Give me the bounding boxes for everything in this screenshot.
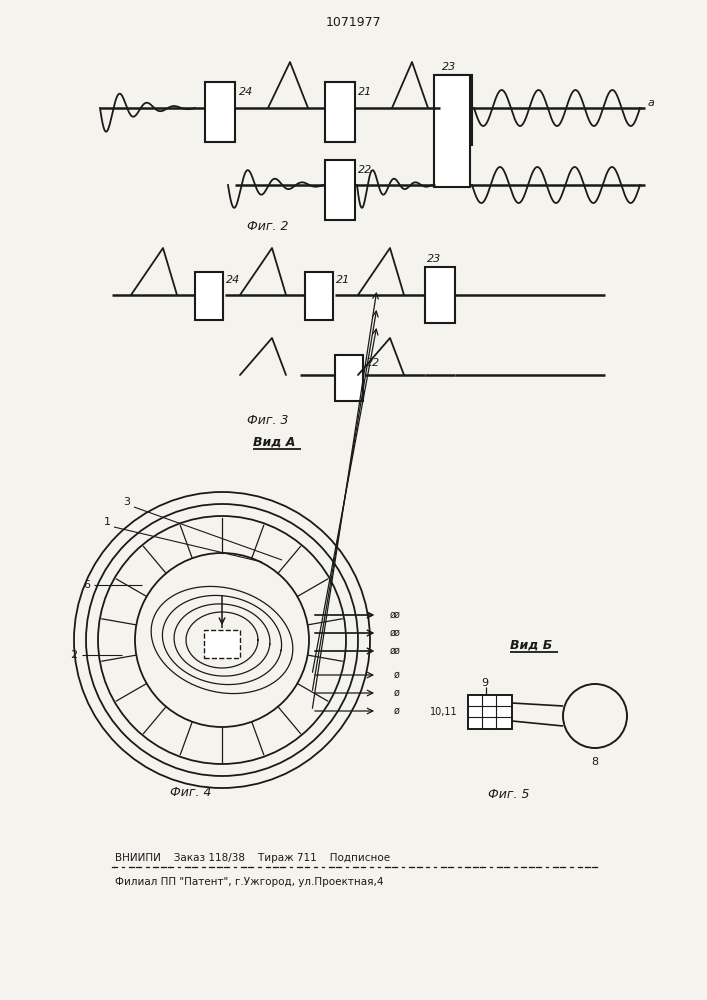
Text: ВНИИПИ    Заказ 118/38    Тираж 711    Подписное: ВНИИПИ Заказ 118/38 Тираж 711 Подписное xyxy=(115,853,390,863)
Bar xyxy=(425,267,455,323)
Text: 21: 21 xyxy=(336,275,350,285)
Text: 6: 6 xyxy=(83,580,90,590)
Text: Вид А: Вид А xyxy=(253,436,296,448)
Text: ø: ø xyxy=(390,610,396,620)
Bar xyxy=(440,75,472,145)
Text: 1: 1 xyxy=(103,517,110,527)
Text: ø: ø xyxy=(394,688,400,698)
Text: а: а xyxy=(648,98,655,108)
Text: Филиал ПП "Патент", г.Ужгород, ул.Проектная,4: Филиал ПП "Патент", г.Ужгород, ул.Проект… xyxy=(115,877,383,887)
Text: Фиг. 5: Фиг. 5 xyxy=(488,788,530,802)
Bar xyxy=(335,355,363,401)
Text: ø: ø xyxy=(394,610,400,620)
Text: ø: ø xyxy=(394,670,400,680)
Text: ø: ø xyxy=(394,628,400,638)
Bar xyxy=(195,272,223,320)
Text: 24: 24 xyxy=(226,275,240,285)
Text: ø: ø xyxy=(394,646,400,656)
Text: 9: 9 xyxy=(481,678,489,688)
Text: 22: 22 xyxy=(358,165,373,175)
Text: Фиг. 2: Фиг. 2 xyxy=(247,220,288,232)
Text: ø: ø xyxy=(390,646,396,656)
Bar xyxy=(305,272,333,320)
Text: 21: 21 xyxy=(358,87,373,97)
Bar xyxy=(468,695,512,729)
Bar xyxy=(204,630,240,658)
Text: 3: 3 xyxy=(124,497,131,507)
Text: 22: 22 xyxy=(366,358,380,368)
Text: Фиг. 3: Фиг. 3 xyxy=(247,414,288,426)
Text: 1071977: 1071977 xyxy=(325,15,381,28)
Text: 23: 23 xyxy=(427,254,441,264)
Text: 10,11: 10,11 xyxy=(431,707,458,717)
Text: Фиг. 4: Фиг. 4 xyxy=(170,786,211,800)
Text: ø: ø xyxy=(390,628,396,638)
Text: 23: 23 xyxy=(442,62,456,72)
Bar xyxy=(434,75,470,187)
Bar xyxy=(205,82,235,142)
Bar xyxy=(325,160,355,220)
Text: 2: 2 xyxy=(71,650,78,660)
Text: 8: 8 xyxy=(592,757,599,767)
Bar xyxy=(325,82,355,142)
Text: Вид Б: Вид Б xyxy=(510,639,552,652)
Text: ø: ø xyxy=(394,706,400,716)
Text: 24: 24 xyxy=(239,87,253,97)
